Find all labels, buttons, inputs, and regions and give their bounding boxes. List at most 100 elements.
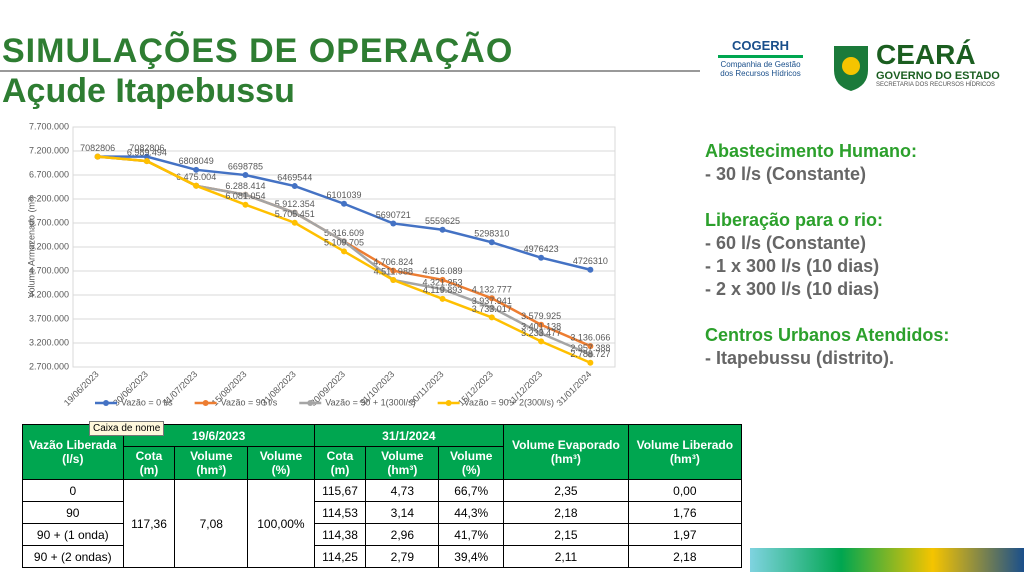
th: Volume (hm³) [365,446,440,480]
legend-label: Vazão = 90 l/s [221,397,278,407]
ceara-logo: CEARÁ GOVERNO DO ESTADO SECRETARIA DOS R… [830,40,1000,97]
point [390,220,397,227]
logo-text: GOVERNO DO ESTADO [876,70,1000,82]
data-label: 5.109.705 [324,238,364,248]
legend-swatch [307,400,314,406]
point [242,201,249,208]
point [587,359,594,366]
point [538,321,545,328]
coat-of-arms [834,46,868,91]
data-label: 4.132.777 [472,285,512,295]
point [291,209,298,216]
point [291,183,298,190]
td: 39,4% [438,545,505,568]
td: 4,73 [365,479,440,502]
data-label: 5.705.451 [275,209,315,219]
side-text: Abastecimento Humano: - 30 l/s (Constant… [705,140,1005,370]
point [439,276,446,283]
data-label: 4.516.089 [423,266,463,276]
point [439,226,446,233]
td: 2,79 [365,545,440,568]
data-label: 3.233.477 [521,328,561,338]
y-tick-label: 5.200.000 [29,241,69,251]
y-tick-label: 6.200.000 [29,193,69,203]
tooltip: Caixa de nome [89,421,165,436]
logo-text: dos Recursos Hídricos [720,69,801,78]
x-tick-label: 31/01/2024 [555,369,594,408]
point [143,158,150,165]
td: 2,18 [503,501,629,524]
td: 114,53 [313,501,367,524]
point [341,238,347,245]
data-label: 5559625 [425,216,460,226]
side-heading: Centros Urbanos Atendidos: [705,325,950,345]
data-label: 3.579.925 [521,311,561,321]
x-tick-label: 19/06/2023 [62,369,101,408]
footer-bar [750,548,1024,572]
data-label: 7082806 [129,143,164,153]
data-label: 5690721 [376,210,411,220]
y-tick-label: 7.200.000 [29,145,69,155]
point [488,314,495,321]
th: Cota (m) [122,446,176,480]
td: 66,7% [438,479,505,502]
side-heading: Abastecimento Humano: [705,141,918,161]
y-tick-label: 7.700.000 [29,121,69,131]
point [439,295,446,302]
td: 90 + (2 ondas) [22,545,124,568]
logo-text: Companhia de Gestão [720,60,801,69]
data-label: 4.321.253 [423,278,463,288]
td: 115,67 [313,479,367,502]
logo-text: CEARÁ [876,39,976,70]
data-label: 4976423 [524,244,559,254]
title: SIMULAÇÕES DE OPERAÇÃO [2,32,514,70]
th: Cota (m) [313,446,367,480]
legend-label: Vazão = 0 l/s [121,397,173,407]
point [193,166,200,173]
data-label: 4726310 [573,256,608,266]
data-label: 5.316.609 [324,228,364,238]
side-line: - 60 l/s (Constante) [705,233,867,253]
point [488,295,495,302]
data-label: 6.475.004 [176,172,216,182]
results-table: Vazão Liberada (l/s) 19/6/2023 31/1/2024… [22,424,743,568]
data-label: 6.081.054 [225,191,265,201]
y-tick-label: 5.700.000 [29,217,69,227]
side-line: - Itapebussu (distrito). [705,348,894,368]
data-label: 6808049 [179,156,214,166]
td: 90 [22,501,124,524]
logo-text: SECRETARIA DOS RECURSOS HÍDRICOS [876,82,995,88]
th: Volume (hm³) [174,446,249,480]
data-label: 5.912.354 [275,199,315,209]
th: 31/1/2024 [313,424,505,447]
point [242,191,249,198]
th: Volume Evaporado (hm³) [503,424,629,480]
y-tick-label: 4.700.000 [29,265,69,275]
side-line: - 30 l/s (Constante) [705,164,867,184]
legend-label: Vazão = 90 + 1(300l/s) [325,397,415,407]
point [587,343,594,350]
td: 0,00 [627,479,743,502]
th: Volume Liberado (hm³) [627,424,743,480]
td: 3,14 [365,501,440,524]
point [538,330,545,337]
data-label: 4.119.893 [423,285,462,295]
series-line [97,155,591,356]
td: 2,18 [627,545,743,568]
point [94,153,101,160]
y-tick-label: 4.200.000 [29,289,69,299]
td: 2,35 [503,479,629,502]
data-label: 2.788.727 [570,349,610,359]
point [341,248,347,255]
legend-label: Vazão = 90 + 2(300l/s) [464,397,554,407]
point [587,266,594,273]
td: 117,36 [122,479,176,568]
point [538,338,545,345]
data-label: 6.288.414 [225,181,265,191]
td: 7,08 [174,479,249,568]
point [538,254,545,261]
td: 0 [22,479,124,502]
chart: Volume Armazenado (m³) 2.700.000 3.200.00… [26,121,616,408]
data-label: 3.937.941 [472,296,512,306]
